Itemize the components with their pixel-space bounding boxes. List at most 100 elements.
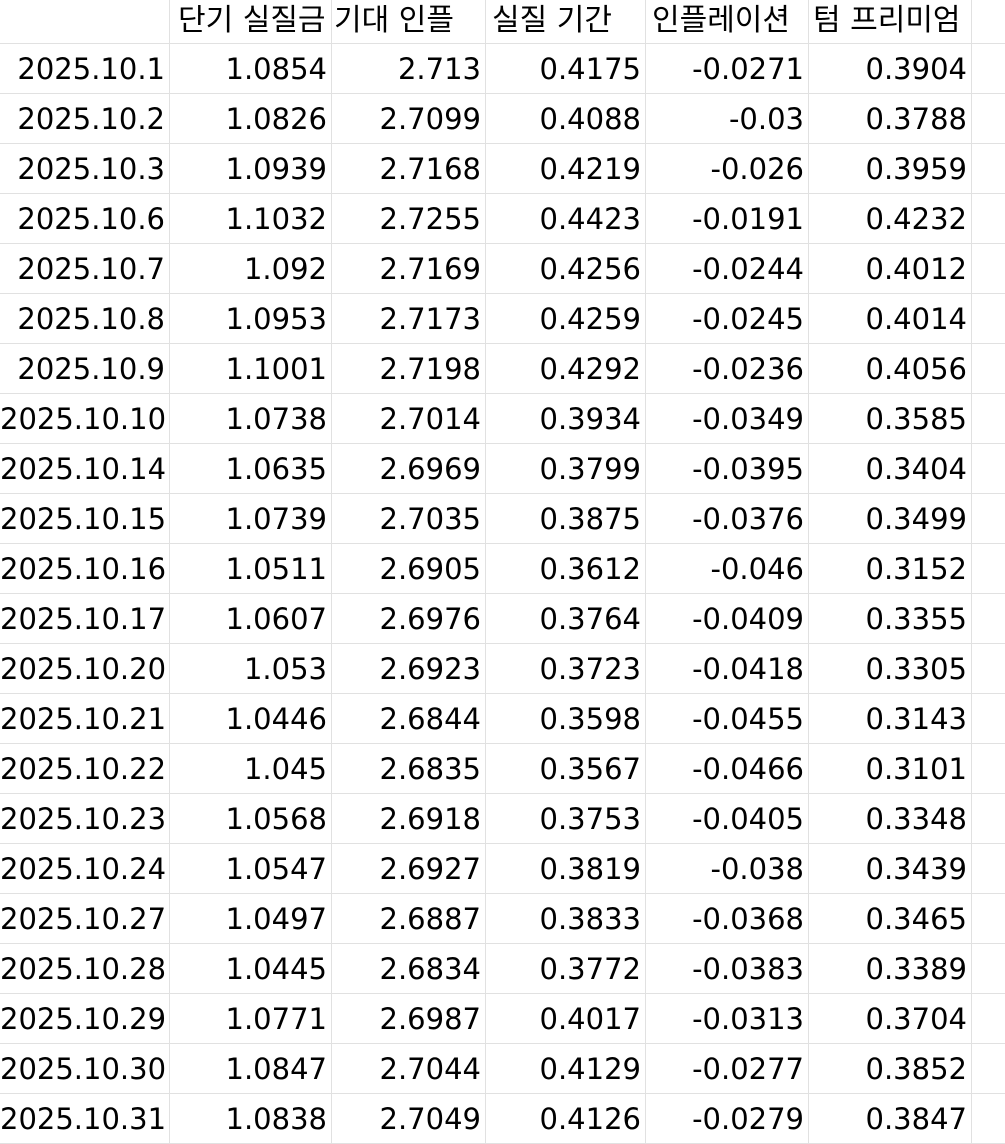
expected-inflation-cell[interactable]: 2.6844 <box>332 694 486 743</box>
term-premium-cell[interactable]: 0.3499 <box>809 494 972 543</box>
inflation-cell[interactable]: -0.0376 <box>646 494 809 543</box>
real-term-cell[interactable]: 0.3598 <box>486 694 646 743</box>
real-term-cell[interactable]: 0.4017 <box>486 994 646 1043</box>
expected-inflation-cell[interactable]: 2.7198 <box>332 344 486 393</box>
real-term-cell[interactable]: 0.4219 <box>486 144 646 193</box>
date-cell[interactable]: 2025.10.29 <box>0 994 170 1043</box>
date-cell[interactable]: 2025.10.15 <box>0 494 170 543</box>
inflation-cell[interactable]: -0.0455 <box>646 694 809 743</box>
expected-inflation-cell[interactable]: 2.6976 <box>332 594 486 643</box>
date-cell[interactable]: 2025.10.28 <box>0 944 170 993</box>
inflation-cell[interactable]: -0.0349 <box>646 394 809 443</box>
empty-cell[interactable] <box>972 194 1005 243</box>
empty-cell[interactable] <box>972 794 1005 843</box>
term-premium-cell[interactable]: 0.4014 <box>809 294 972 343</box>
empty-cell[interactable] <box>972 494 1005 543</box>
short-real-rate-cell[interactable]: 1.0847 <box>170 1044 332 1093</box>
short-real-rate-cell[interactable]: 1.092 <box>170 244 332 293</box>
term-premium-cell[interactable]: 0.3904 <box>809 44 972 93</box>
real-term-cell[interactable]: 0.4259 <box>486 294 646 343</box>
empty-cell[interactable] <box>972 994 1005 1043</box>
inflation-cell[interactable]: -0.038 <box>646 844 809 893</box>
expected-inflation-cell[interactable]: 2.7044 <box>332 1044 486 1093</box>
short-real-rate-cell[interactable]: 1.0739 <box>170 494 332 543</box>
header-cell-term-premium[interactable]: 텀 프리미엄 <box>809 0 972 43</box>
term-premium-cell[interactable]: 0.4012 <box>809 244 972 293</box>
date-cell[interactable]: 2025.10.14 <box>0 444 170 493</box>
inflation-cell[interactable]: -0.0191 <box>646 194 809 243</box>
short-real-rate-cell[interactable]: 1.0838 <box>170 1094 332 1143</box>
short-real-rate-cell[interactable]: 1.0547 <box>170 844 332 893</box>
inflation-cell[interactable]: -0.0395 <box>646 444 809 493</box>
date-cell[interactable]: 2025.10.10 <box>0 394 170 443</box>
expected-inflation-cell[interactable]: 2.6927 <box>332 844 486 893</box>
real-term-cell[interactable]: 0.4129 <box>486 1044 646 1093</box>
empty-cell[interactable] <box>972 594 1005 643</box>
term-premium-cell[interactable]: 0.3788 <box>809 94 972 143</box>
expected-inflation-cell[interactable]: 2.6834 <box>332 944 486 993</box>
date-cell[interactable]: 2025.10.21 <box>0 694 170 743</box>
empty-cell[interactable] <box>972 894 1005 943</box>
short-real-rate-cell[interactable]: 1.0826 <box>170 94 332 143</box>
real-term-cell[interactable]: 0.4292 <box>486 344 646 393</box>
term-premium-cell[interactable]: 0.3585 <box>809 394 972 443</box>
date-cell[interactable]: 2025.10.9 <box>0 344 170 393</box>
term-premium-cell[interactable]: 0.3439 <box>809 844 972 893</box>
empty-cell[interactable] <box>972 344 1005 393</box>
short-real-rate-cell[interactable]: 1.0854 <box>170 44 332 93</box>
inflation-cell[interactable]: -0.0244 <box>646 244 809 293</box>
empty-cell[interactable] <box>972 544 1005 593</box>
inflation-cell[interactable]: -0.026 <box>646 144 809 193</box>
expected-inflation-cell[interactable]: 2.7035 <box>332 494 486 543</box>
date-cell[interactable]: 2025.10.24 <box>0 844 170 893</box>
term-premium-cell[interactable]: 0.4232 <box>809 194 972 243</box>
expected-inflation-cell[interactable]: 2.713 <box>332 44 486 93</box>
date-cell[interactable]: 2025.10.27 <box>0 894 170 943</box>
expected-inflation-cell[interactable]: 2.6918 <box>332 794 486 843</box>
expected-inflation-cell[interactable]: 2.6969 <box>332 444 486 493</box>
real-term-cell[interactable]: 0.3772 <box>486 944 646 993</box>
short-real-rate-cell[interactable]: 1.0511 <box>170 544 332 593</box>
empty-cell[interactable] <box>972 744 1005 793</box>
inflation-cell[interactable]: -0.0236 <box>646 344 809 393</box>
term-premium-cell[interactable]: 0.3404 <box>809 444 972 493</box>
empty-cell[interactable] <box>972 644 1005 693</box>
empty-cell[interactable] <box>972 144 1005 193</box>
real-term-cell[interactable]: 0.4088 <box>486 94 646 143</box>
date-cell[interactable]: 2025.10.1 <box>0 44 170 93</box>
inflation-cell[interactable]: -0.046 <box>646 544 809 593</box>
header-cell-real-term[interactable]: 실질 기간 <box>486 0 646 43</box>
inflation-cell[interactable]: -0.0466 <box>646 744 809 793</box>
inflation-cell[interactable]: -0.0313 <box>646 994 809 1043</box>
expected-inflation-cell[interactable]: 2.6905 <box>332 544 486 593</box>
term-premium-cell[interactable]: 0.3143 <box>809 694 972 743</box>
empty-cell[interactable] <box>972 844 1005 893</box>
empty-cell[interactable] <box>972 44 1005 93</box>
short-real-rate-cell[interactable]: 1.0607 <box>170 594 332 643</box>
real-term-cell[interactable]: 0.3934 <box>486 394 646 443</box>
inflation-cell[interactable]: -0.0418 <box>646 644 809 693</box>
expected-inflation-cell[interactable]: 2.6923 <box>332 644 486 693</box>
real-term-cell[interactable]: 0.3819 <box>486 844 646 893</box>
inflation-cell[interactable]: -0.0245 <box>646 294 809 343</box>
date-cell[interactable]: 2025.10.17 <box>0 594 170 643</box>
date-cell[interactable]: 2025.10.6 <box>0 194 170 243</box>
date-cell[interactable]: 2025.10.2 <box>0 94 170 143</box>
term-premium-cell[interactable]: 0.3101 <box>809 744 972 793</box>
short-real-rate-cell[interactable]: 1.0635 <box>170 444 332 493</box>
real-term-cell[interactable]: 0.3833 <box>486 894 646 943</box>
inflation-cell[interactable]: -0.0409 <box>646 594 809 643</box>
empty-cell[interactable] <box>972 1094 1005 1143</box>
inflation-cell[interactable]: -0.03 <box>646 94 809 143</box>
real-term-cell[interactable]: 0.4256 <box>486 244 646 293</box>
empty-cell[interactable] <box>972 944 1005 993</box>
empty-cell[interactable] <box>972 1044 1005 1093</box>
short-real-rate-cell[interactable]: 1.0738 <box>170 394 332 443</box>
term-premium-cell[interactable]: 0.3704 <box>809 994 972 1043</box>
real-term-cell[interactable]: 0.3567 <box>486 744 646 793</box>
date-cell[interactable]: 2025.10.16 <box>0 544 170 593</box>
header-cell-expected-inflation[interactable]: 기대 인플 <box>332 0 486 43</box>
empty-cell[interactable] <box>972 444 1005 493</box>
term-premium-cell[interactable]: 0.3348 <box>809 794 972 843</box>
short-real-rate-cell[interactable]: 1.0953 <box>170 294 332 343</box>
